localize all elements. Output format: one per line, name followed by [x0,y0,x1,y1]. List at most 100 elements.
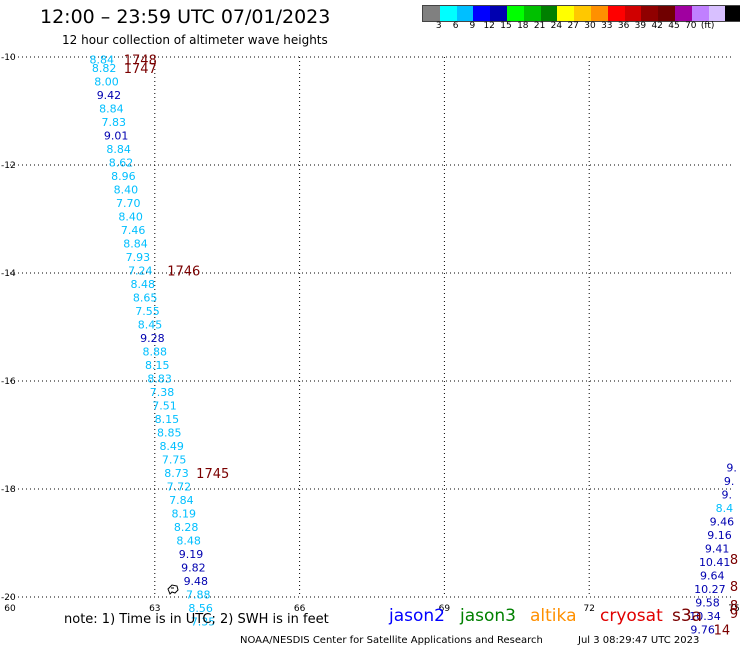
x-tick-label: 60 [4,604,16,614]
y-tick-label: -12 [1,161,16,171]
legend-label: 12 [483,21,495,31]
swh-value: 8.65 [133,291,158,304]
swh-value: 10.34 [689,610,721,623]
swh-value: 7.24 [128,264,153,277]
pass-number-label: 8 [730,580,738,595]
y-tick-label: -14 [1,269,16,279]
legend-label: 45 [668,21,680,31]
swh-value: 10.27 [694,583,726,596]
satellite-label-jason3: jason3 [460,606,516,626]
swh-value: 8.48 [130,278,155,291]
x-tick-label: 63 [149,604,160,614]
satellite-label-cryosat: cryosat [600,606,663,626]
legend-swatch [658,6,675,21]
swh-value: 7.70 [116,197,141,210]
footer-date: Jul 3 08:29:47 UTC 2023 [578,635,700,646]
swh-value: 7.72 [167,480,192,493]
x-tick-label: 66 [294,604,306,614]
legend-label: 18 [517,21,529,31]
swh-value: 8.85 [157,426,182,439]
swh-value: 9. [724,475,735,488]
x-tick-label: 69 [439,604,451,614]
pass-number-label: 14 [714,623,731,638]
legend-swatch [624,6,642,21]
x-tick-label: 72 [583,604,594,614]
legend-label: 9 [469,21,476,31]
swh-value: 7.84 [169,494,194,507]
swh-value: 8.84 [89,54,114,67]
x-tick-label: 75 [728,604,739,614]
page-title: 12:00 – 23:59 UTC 07/01/2023 [40,6,331,28]
island-shape [167,584,179,595]
pass-number-label: 1748 [124,54,157,69]
legend-swatch [574,6,591,21]
legend-label: 15 [500,21,512,31]
legend-swatch [708,6,726,21]
swh-value: 9. [722,488,733,501]
axis-ticks: 60 63 66 69 72 75 -10 -12 -14 -16 -18 -20 [1,53,740,614]
legend-label: 6 [452,21,459,31]
swh-value: 8.28 [174,521,199,534]
y-tick-label: -10 [1,53,16,63]
swh-value: 9.28 [140,332,165,345]
swh-value: 8.4 [716,502,734,515]
legend-swatch [540,6,558,21]
legend-swatch [607,6,625,21]
legend-swatch [456,6,474,21]
swh-value: 9.42 [97,89,122,102]
swh-value: 8.62 [109,156,134,169]
pass-number-label: 1747 [124,62,157,77]
legend-label: 70 [685,21,697,31]
legend-swatch [641,6,659,21]
legend-label: 24 [550,21,563,31]
swh-value: 8.49 [159,440,184,453]
swh-value: 8.56 [188,602,213,615]
page-subtitle: 12 hour collection of altimeter wave hei… [62,33,328,47]
legend-swatch [674,6,692,21]
legend-label: 42 [651,21,663,31]
swh-value: 7.88 [186,588,211,601]
legend-swatch [691,6,709,21]
swh-value: 7.35 [191,615,216,628]
legend-swatch [423,6,440,21]
swh-value: 8.19 [172,507,197,520]
pass-number-label: 8 [730,553,738,568]
footer-credit: NOAA/NESDIS Center for Satellite Applica… [240,635,543,646]
y-tick-label: -16 [1,377,16,387]
pass-number-label: 1746 [167,264,200,279]
swh-value: 10.41 [699,556,731,569]
color-legend-bar [422,5,740,22]
pass-number-label: 8 [730,599,738,614]
footer-note: note: 1) Time is in UTC; 2) SWH is in fe… [64,612,329,627]
swh-value: 8.00 [94,75,119,88]
satellite-label-altika: altika [530,606,577,626]
swh-value: 8.73 [164,467,189,480]
legend-swatch [506,6,524,21]
swh-value: 8.82 [92,62,117,75]
legend-label: 21 [533,21,546,31]
swh-value: 7.83 [102,116,127,129]
swh-value: 8.84 [99,102,124,115]
swh-value: 7.46 [121,224,146,237]
y-tick-label: -20 [1,593,16,603]
swh-value: 8.88 [143,345,168,358]
swh-value: 9.82 [181,561,206,574]
legend-swatch [590,6,608,21]
swh-value: 8.48 [176,534,201,547]
satellite-label-jason2: jason2 [389,606,445,626]
swh-value: 9.01 [104,129,129,142]
swh-value: 9.41 [705,542,730,555]
swh-value: 7.93 [126,251,151,264]
legend-swatch [439,6,457,21]
legend-label: 27 [567,21,579,31]
swh-value: 8.96 [111,170,136,183]
legend-label: 30 [584,21,596,31]
color-legend-labels: 3 6 9 12 15 18 21 24 27 30 33 36 39 42 45 70 (ft) [422,21,740,33]
swh-value: 8.84 [123,237,148,250]
pass-number-label: 9 [730,607,738,622]
map-grid [10,56,734,598]
swh-value: 8.45 [138,318,163,331]
swh-value: 8.83 [147,372,172,385]
legend-swatch [523,6,541,21]
